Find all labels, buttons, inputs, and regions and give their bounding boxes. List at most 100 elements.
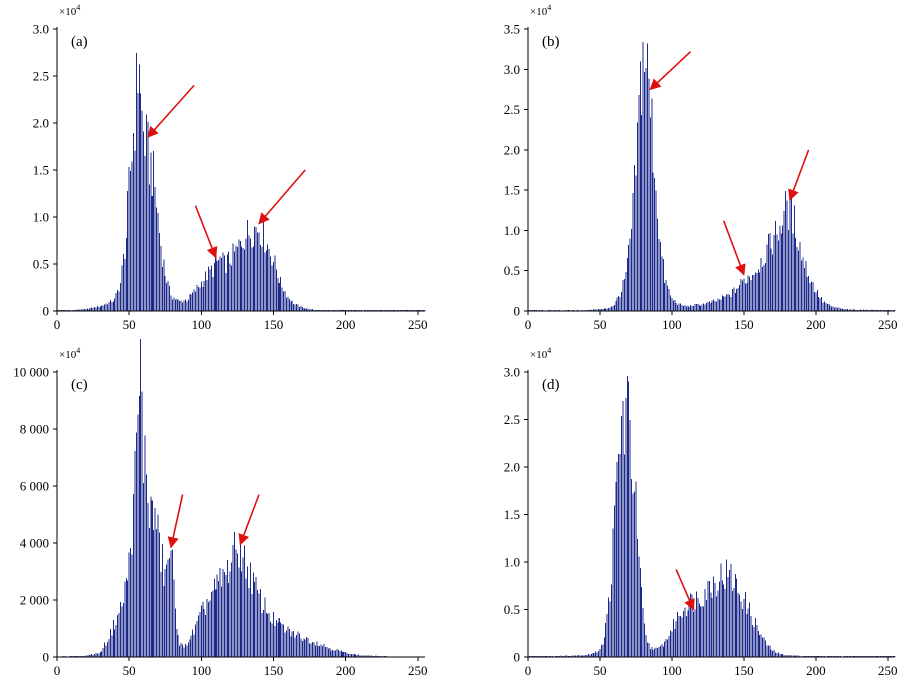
histogram-bar: [91, 307, 93, 311]
histogram-bar: [306, 308, 308, 311]
histogram-bar: [573, 655, 575, 657]
histogram-bar: [184, 299, 186, 311]
histogram-bar: [215, 254, 217, 311]
histogram-bar: [95, 653, 97, 657]
histogram-bar: [213, 578, 215, 657]
histogram-bar: [205, 615, 207, 657]
histogram-bar: [140, 338, 142, 657]
histogram-bar: [154, 187, 156, 311]
histogram-bar: [153, 151, 155, 311]
histogram-bar: [340, 309, 342, 311]
histogram-bar: [235, 549, 237, 657]
histogram-bar: [335, 309, 337, 311]
histogram-bar: [823, 301, 825, 311]
histogram-bar: [190, 635, 192, 657]
histogram-bar: [595, 309, 597, 311]
histogram-bar: [615, 481, 617, 657]
histogram-bar: [314, 309, 316, 311]
histogram-bar: [661, 644, 663, 657]
histogram-bar: [610, 306, 612, 311]
histogram-bar: [242, 557, 244, 657]
histogram-bar: [131, 554, 133, 657]
histogram-bar: [737, 592, 739, 657]
histogram-bar: [639, 568, 641, 657]
histogram-bar: [176, 298, 178, 311]
histogram-bar: [713, 299, 715, 311]
histogram-bar: [726, 294, 728, 311]
histogram-bar: [743, 278, 745, 311]
histogram-bar: [287, 296, 289, 311]
histogram-bar: [304, 639, 306, 657]
histogram-bar: [163, 585, 165, 657]
histogram-bar: [766, 244, 768, 311]
histogram-bar: [718, 299, 720, 311]
histogram-bar: [277, 277, 279, 311]
histogram-bar: [671, 631, 673, 657]
histogram-bar: [665, 638, 667, 657]
histogram-bar: [316, 641, 318, 657]
histogram-bar: [153, 530, 155, 657]
histogram-bar: [665, 279, 667, 311]
histogram-bar: [685, 615, 687, 657]
x-tick-label: 100: [192, 317, 212, 332]
histogram-bar: [726, 559, 728, 657]
histogram-bar: [118, 291, 120, 311]
x-tick-label: 50: [593, 317, 606, 332]
histogram-bar: [728, 570, 730, 657]
histogram-bar: [825, 302, 827, 311]
histogram-bar: [327, 648, 329, 657]
histogram-bar: [184, 644, 186, 657]
histogram-bar: [238, 567, 240, 657]
histogram-bar: [621, 415, 623, 657]
histogram-bar: [845, 309, 847, 311]
histogram-bar: [622, 401, 624, 657]
histogram-bar: [737, 287, 739, 311]
histogram-bar: [658, 238, 660, 311]
histogram-bar: [858, 655, 860, 657]
histogram-bar: [298, 306, 300, 311]
histogram-panel-2: 0 50 100 150 200 250 0 0.5 1.0 1.5 2.0 2.5 3.0 3.5 ×10…: [504, 3, 898, 332]
histogram-bar: [798, 655, 800, 657]
histogram-bar: [386, 309, 388, 311]
histogram-bar: [111, 302, 113, 311]
histogram-bar: [792, 233, 794, 311]
histogram-bar: [684, 305, 686, 311]
histogram-bar: [141, 110, 143, 311]
histogram-bar: [124, 259, 126, 311]
histogram-bar: [293, 304, 295, 311]
histogram-bar: [631, 478, 633, 657]
histogram-bar: [303, 638, 305, 657]
y-multiplier-label: ×104: [530, 346, 551, 361]
histogram-bar: [671, 297, 673, 311]
y-tick-label: 0: [43, 650, 50, 665]
histogram-bar: [353, 653, 355, 657]
histogram-bar: [770, 248, 772, 311]
histogram-bar: [225, 574, 227, 657]
histogram-bar: [613, 505, 615, 657]
histogram-bar: [105, 645, 107, 657]
histogram-bar: [828, 304, 830, 311]
histogram-bar: [192, 629, 194, 657]
histogram-bar: [174, 299, 176, 311]
histogram-bar: [610, 584, 612, 657]
histogram-bar: [595, 651, 597, 657]
histogram-bar: [590, 653, 592, 657]
histogram-bar: [297, 304, 299, 311]
histogram-bar: [783, 210, 785, 311]
histogram-bar: [629, 238, 631, 311]
x-tick-label: 150: [264, 663, 284, 678]
histogram-panel-1: 0 50 100 150 200 250 0 0.5 1.0 1.5 2.0 2.5 3.0 ×104 (a…: [33, 3, 428, 332]
histogram-bar: [160, 246, 162, 311]
histogram-bar: [736, 578, 738, 657]
histogram-bar: [727, 293, 729, 311]
histogram-bar: [682, 611, 684, 657]
histogram-bar: [652, 172, 654, 311]
histogram-bar: [844, 655, 846, 657]
histogram-bar: [246, 566, 248, 657]
histogram-bar: [132, 493, 134, 657]
y-tick-label: 1.0: [504, 555, 520, 570]
histogram-bar: [255, 576, 257, 657]
histogram-bar: [158, 232, 160, 311]
histogram-bar: [156, 207, 158, 311]
histogram-bar: [195, 624, 197, 657]
